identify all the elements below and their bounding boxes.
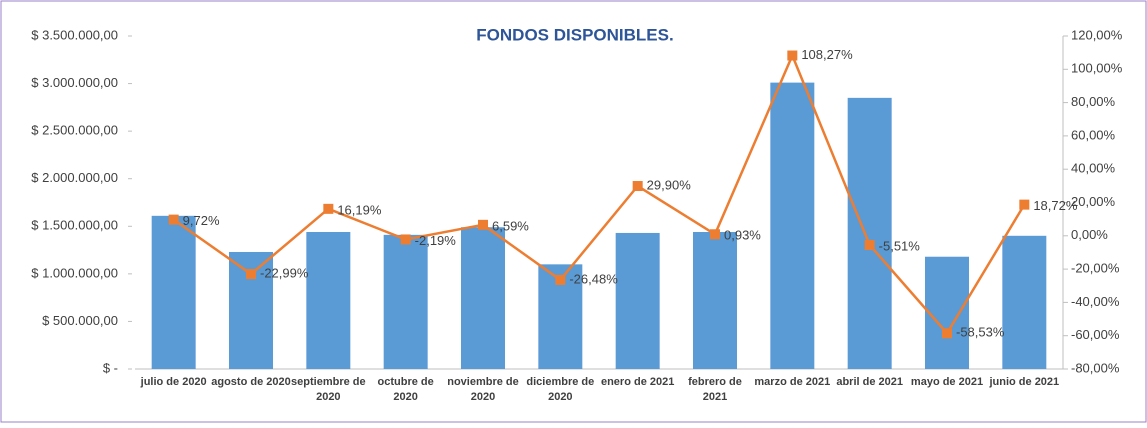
x-tick-label: julio de 2020	[140, 376, 207, 388]
x-label-box: octubre de 2020	[377, 376, 434, 403]
bar	[770, 82, 815, 370]
data-label: 6,59%	[492, 218, 529, 233]
x-label-box: abril de 2021	[836, 376, 903, 388]
x-tick-label: mayo de 2021	[910, 376, 984, 388]
marker	[942, 328, 952, 339]
data-label: 9,72%	[183, 213, 220, 228]
x-label-box: julio de 2020	[140, 376, 207, 388]
y-tick-label: $ 2.000.000,00	[31, 170, 118, 185]
x-label-box: mayo de 2021	[910, 376, 984, 388]
y-tick-label: $ 1.500.000,00	[31, 218, 118, 233]
bar	[925, 256, 969, 369]
x-label-box: enero de 2021	[600, 376, 675, 388]
marker	[710, 229, 720, 240]
marker	[1019, 199, 1030, 210]
bar	[151, 215, 196, 369]
y2-tick-label: 80,00%	[1071, 94, 1116, 109]
y2-tick-label: -20,00%	[1071, 261, 1120, 276]
bar	[1002, 235, 1047, 369]
x-label-box: septiembre de 2020	[291, 376, 366, 403]
data-label: 0,93%	[724, 228, 761, 243]
bar	[693, 231, 737, 369]
x-label-box: junio de 2021	[989, 376, 1060, 388]
data-label: -22,99%	[260, 266, 309, 281]
y-tick-label: $ 2.500.000,00	[31, 123, 118, 138]
x-label-box: febrero de 2021	[688, 376, 742, 403]
data-label: -5,51%	[879, 238, 921, 253]
x-tick-label: marzo de 2021	[754, 376, 831, 388]
data-label: -2,19%	[415, 233, 457, 248]
data-label: 29,90%	[647, 177, 692, 192]
y2-tick-label: 20,00%	[1071, 194, 1116, 209]
x-label-box: diciembre de 2020	[526, 376, 595, 403]
data-label: -26,48%	[569, 271, 618, 286]
x-tick-label: enero de 2021	[600, 376, 675, 388]
y-tick-label: $ 1.000.000,00	[31, 265, 118, 280]
data-label: 108,27%	[801, 47, 853, 62]
x-label-box: marzo de 2021	[754, 376, 831, 388]
y-tick-label: $ 500.000,00	[42, 313, 118, 328]
chart-title: FONDOS DISPONIBLES.	[476, 25, 673, 44]
data-label: -58,53%	[956, 325, 1005, 340]
bar	[847, 97, 892, 369]
bar	[306, 231, 351, 369]
y2-tick-label: -60,00%	[1071, 327, 1120, 342]
bar	[383, 234, 428, 369]
y2-tick-label: 60,00%	[1071, 127, 1116, 142]
y2-tick-label: 120,00%	[1071, 27, 1123, 42]
data-label: 16,19%	[337, 202, 382, 217]
x-tick-label: agosto de 2020	[211, 376, 291, 388]
x-tick-label: septiembre de 2020	[291, 376, 366, 403]
y2-tick-label: 100,00%	[1071, 61, 1123, 76]
marker	[323, 203, 334, 214]
x-label-box: agosto de 2020	[211, 376, 291, 388]
marker	[246, 269, 256, 280]
y-tick-label: $ 3.500.000,00	[31, 27, 118, 42]
marker	[168, 214, 179, 225]
marker	[400, 234, 411, 245]
marker	[555, 274, 566, 285]
x-tick-label: octubre de 2020	[377, 376, 434, 403]
y-tick-label: $ -	[103, 360, 118, 375]
x-tick-label: noviembre de 2020	[447, 376, 519, 403]
y2-tick-label: -40,00%	[1071, 294, 1120, 309]
bar	[615, 232, 660, 369]
marker	[632, 181, 643, 192]
marker	[478, 219, 488, 230]
line	[172, 52, 1026, 336]
bar	[461, 227, 505, 369]
y2-tick-label: 40,00%	[1071, 161, 1116, 176]
data-label: 18,72%	[1033, 198, 1078, 213]
x-tick-label: abril de 2021	[836, 376, 903, 388]
x-label-box: noviembre de 2020	[447, 376, 519, 403]
y2-tick-label: 0,00%	[1071, 227, 1108, 242]
x-tick-label: diciembre de 2020	[526, 376, 595, 403]
x-tick-label: febrero de 2021	[688, 376, 742, 403]
y2-tick-label: -80,00%	[1071, 360, 1120, 375]
marker	[787, 50, 798, 61]
marker	[864, 239, 875, 250]
y-tick-label: $ 3.000.000,00	[31, 75, 118, 90]
x-tick-label: junio de 2021	[989, 376, 1060, 388]
